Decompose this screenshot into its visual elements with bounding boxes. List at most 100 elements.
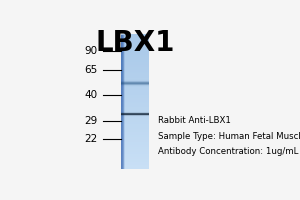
Bar bbox=[121, 35, 122, 169]
Bar bbox=[121, 70, 149, 72]
Bar bbox=[121, 143, 149, 145]
Bar bbox=[121, 91, 149, 93]
Text: Antibody Concentration: 1ug/mL: Antibody Concentration: 1ug/mL bbox=[158, 147, 299, 156]
Bar bbox=[121, 142, 149, 144]
Bar bbox=[121, 100, 149, 102]
Bar bbox=[121, 78, 149, 80]
Bar bbox=[121, 35, 122, 169]
Bar bbox=[121, 34, 149, 36]
Bar bbox=[121, 157, 149, 159]
Bar bbox=[121, 162, 149, 164]
Text: 22: 22 bbox=[85, 134, 98, 144]
Bar bbox=[121, 41, 149, 43]
Bar bbox=[121, 115, 149, 117]
Bar bbox=[121, 132, 149, 134]
Bar bbox=[121, 46, 149, 48]
Bar bbox=[121, 135, 149, 137]
Bar bbox=[121, 76, 149, 78]
Bar bbox=[121, 148, 149, 150]
Bar bbox=[121, 85, 149, 87]
Bar bbox=[121, 35, 124, 169]
Bar bbox=[121, 105, 149, 107]
Bar bbox=[121, 39, 149, 41]
Bar bbox=[121, 122, 149, 124]
Bar bbox=[121, 75, 149, 77]
Bar bbox=[121, 117, 149, 119]
Bar bbox=[121, 101, 149, 103]
Bar bbox=[121, 112, 149, 113]
Bar bbox=[121, 55, 149, 57]
Text: 90: 90 bbox=[85, 46, 98, 56]
Bar bbox=[121, 65, 149, 67]
Bar bbox=[121, 35, 122, 169]
Bar bbox=[121, 103, 149, 105]
Bar bbox=[121, 38, 149, 40]
Bar bbox=[121, 120, 149, 122]
Bar bbox=[121, 43, 149, 45]
Bar bbox=[121, 45, 149, 47]
Bar bbox=[121, 160, 149, 162]
Bar bbox=[121, 35, 122, 169]
Bar bbox=[121, 130, 149, 132]
Bar bbox=[121, 165, 149, 167]
Bar bbox=[121, 58, 149, 60]
Bar bbox=[121, 61, 149, 63]
Bar bbox=[121, 35, 124, 169]
Bar bbox=[121, 125, 149, 127]
Bar bbox=[121, 137, 149, 139]
Bar bbox=[121, 96, 149, 98]
Text: 29: 29 bbox=[85, 116, 98, 126]
Bar bbox=[121, 98, 149, 100]
Bar bbox=[121, 158, 149, 160]
Bar bbox=[121, 66, 149, 68]
Bar bbox=[121, 113, 149, 115]
Bar bbox=[121, 73, 149, 75]
Bar bbox=[121, 35, 123, 169]
Bar bbox=[121, 140, 149, 142]
Bar bbox=[121, 138, 149, 140]
Bar bbox=[121, 35, 123, 169]
Bar bbox=[121, 35, 124, 169]
Bar bbox=[121, 81, 149, 83]
Bar bbox=[121, 35, 123, 169]
Bar bbox=[121, 155, 149, 157]
Bar bbox=[121, 163, 149, 165]
Bar bbox=[121, 35, 124, 169]
Bar bbox=[121, 110, 149, 112]
Bar bbox=[121, 56, 149, 58]
Bar bbox=[121, 36, 149, 38]
Bar bbox=[121, 152, 149, 154]
Bar bbox=[121, 108, 149, 110]
Bar bbox=[121, 133, 149, 135]
Bar bbox=[121, 51, 149, 53]
Bar bbox=[121, 128, 149, 130]
Bar bbox=[121, 86, 149, 88]
Bar bbox=[121, 106, 149, 108]
Text: 65: 65 bbox=[85, 65, 98, 75]
Bar bbox=[121, 63, 149, 65]
Bar bbox=[121, 118, 149, 120]
Bar bbox=[121, 93, 149, 95]
Bar bbox=[121, 145, 149, 147]
Bar bbox=[121, 167, 149, 169]
Bar bbox=[121, 60, 149, 62]
Bar bbox=[121, 48, 149, 50]
Bar bbox=[121, 35, 122, 169]
Bar bbox=[121, 53, 149, 55]
Text: LBX1: LBX1 bbox=[95, 29, 175, 57]
Text: Sample Type: Human Fetal Muscle: Sample Type: Human Fetal Muscle bbox=[158, 132, 300, 141]
Bar bbox=[121, 68, 149, 70]
Bar bbox=[121, 153, 149, 155]
Bar bbox=[121, 50, 149, 52]
Bar bbox=[121, 80, 149, 82]
Bar bbox=[121, 150, 149, 152]
Bar bbox=[121, 35, 124, 169]
Bar bbox=[121, 35, 123, 169]
Bar bbox=[121, 83, 149, 85]
Bar bbox=[121, 90, 149, 92]
Bar bbox=[121, 127, 149, 129]
Bar bbox=[121, 95, 149, 97]
Bar bbox=[121, 88, 149, 90]
Bar bbox=[121, 147, 149, 149]
Text: Rabbit Anti-LBX1: Rabbit Anti-LBX1 bbox=[158, 116, 231, 125]
